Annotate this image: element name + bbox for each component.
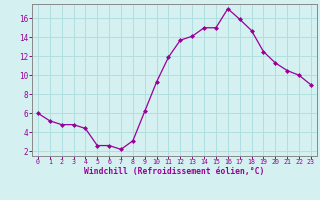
X-axis label: Windchill (Refroidissement éolien,°C): Windchill (Refroidissement éolien,°C) [84,167,265,176]
